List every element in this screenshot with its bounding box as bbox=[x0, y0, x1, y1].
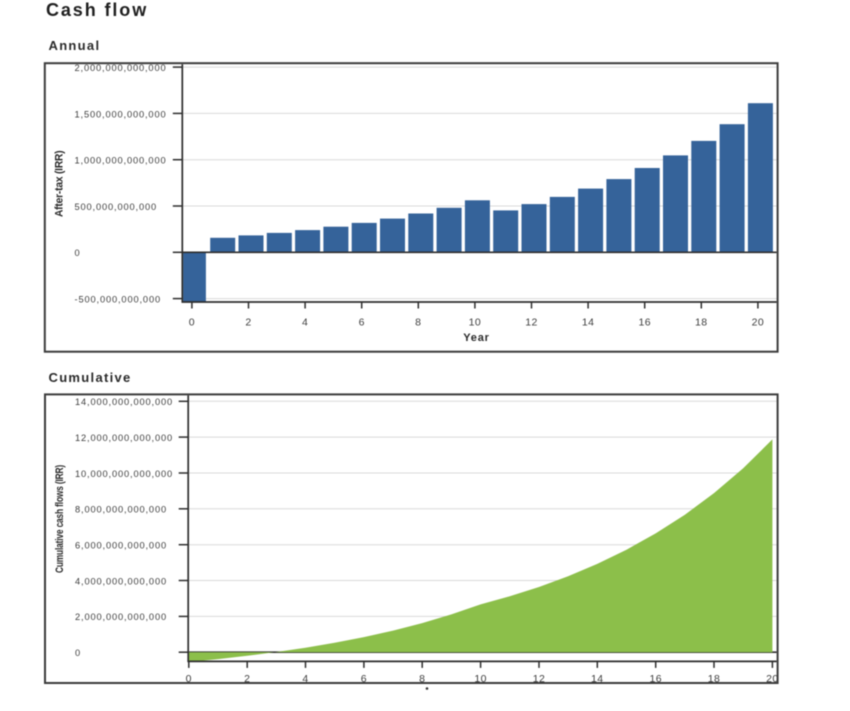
svg-text:16: 16 bbox=[638, 317, 650, 329]
svg-text:20: 20 bbox=[752, 317, 764, 329]
svg-text:2,000,000,000,000: 2,000,000,000,000 bbox=[75, 612, 167, 622]
svg-text:10: 10 bbox=[469, 317, 481, 329]
svg-text:10,000,000,000,000: 10,000,000,000,000 bbox=[75, 469, 173, 479]
svg-text:Year: Year bbox=[463, 332, 489, 344]
svg-text:6,000,000,000,000: 6,000,000,000,000 bbox=[75, 541, 167, 551]
svg-text:500,000,000,000: 500,000,000,000 bbox=[75, 202, 158, 212]
svg-text:4: 4 bbox=[302, 317, 308, 329]
svg-text:2: 2 bbox=[245, 317, 251, 329]
svg-text:14: 14 bbox=[582, 317, 594, 329]
svg-text:0: 0 bbox=[189, 317, 195, 329]
svg-text:-500,000,000,000: -500,000,000,000 bbox=[75, 295, 162, 305]
svg-text:1,000,000,000,000: 1,000,000,000,000 bbox=[75, 156, 167, 166]
svg-text:0: 0 bbox=[75, 648, 81, 658]
svg-text:After-tax (IRR): After-tax (IRR) bbox=[53, 151, 65, 217]
svg-text:8: 8 bbox=[419, 673, 425, 685]
svg-text:8: 8 bbox=[415, 317, 421, 329]
svg-text:8,000,000,000,000: 8,000,000,000,000 bbox=[75, 505, 167, 515]
svg-text:6: 6 bbox=[359, 317, 365, 329]
svg-text:1,500,000,000,000: 1,500,000,000,000 bbox=[75, 109, 167, 119]
svg-text:0: 0 bbox=[186, 673, 192, 685]
svg-text:12,000,000,000,000: 12,000,000,000,000 bbox=[75, 433, 173, 443]
svg-text:2,000,000,000,000: 2,000,000,000,000 bbox=[75, 63, 167, 73]
svg-text:18: 18 bbox=[695, 317, 707, 329]
svg-text:Cumulative: Cumulative bbox=[49, 370, 132, 385]
svg-text:14,000,000,000,000: 14,000,000,000,000 bbox=[75, 397, 173, 407]
svg-text:4: 4 bbox=[302, 673, 308, 685]
svg-text:4,000,000,000,000: 4,000,000,000,000 bbox=[75, 576, 167, 586]
svg-text:12: 12 bbox=[525, 317, 537, 329]
svg-text:Cash flow: Cash flow bbox=[46, 0, 148, 20]
svg-text:6: 6 bbox=[361, 673, 367, 685]
svg-text:Annual: Annual bbox=[49, 38, 101, 53]
svg-text:2: 2 bbox=[244, 673, 250, 685]
svg-text:0: 0 bbox=[75, 248, 81, 258]
svg-text:Cumulative cash flows (IRR): Cumulative cash flows (IRR) bbox=[54, 465, 66, 573]
